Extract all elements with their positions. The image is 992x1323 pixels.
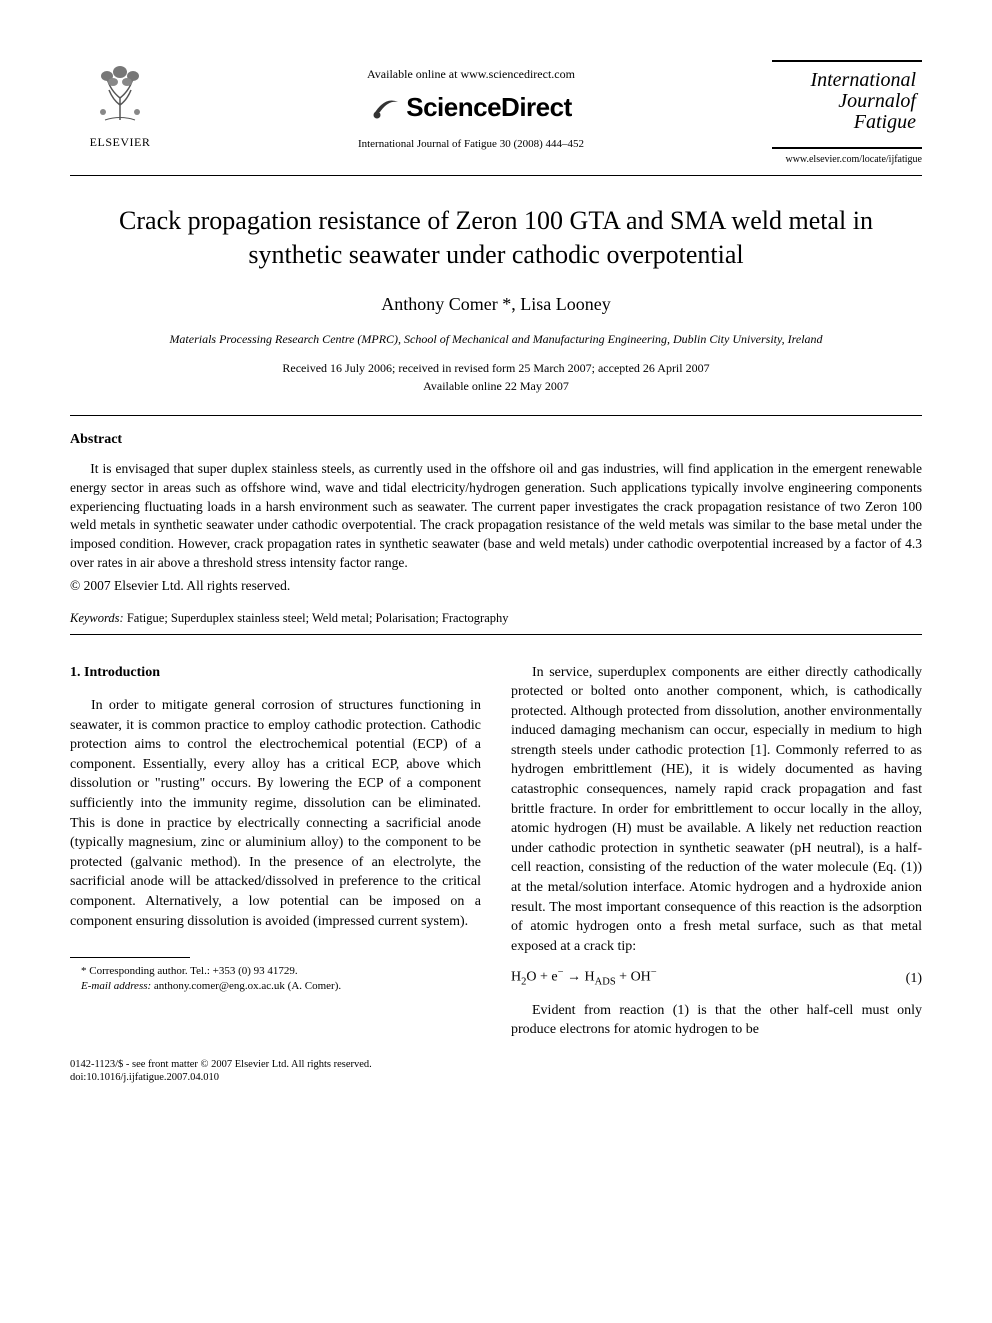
- right-column: In service, superduplex components are e…: [511, 663, 922, 1040]
- left-column: 1. Introduction In order to mitigate gen…: [70, 663, 481, 1040]
- abstract-copyright: © 2007 Elsevier Ltd. All rights reserved…: [70, 577, 922, 596]
- journal-box-line3: Fatigue: [778, 112, 916, 133]
- keywords-text: Fatigue; Superduplex stainless steel; We…: [124, 611, 509, 625]
- sciencedirect-icon: [370, 92, 400, 122]
- intro-para-2: In service, superduplex components are e…: [511, 663, 922, 957]
- equation-ref-1[interactable]: (1): [901, 860, 917, 875]
- two-column-body: 1. Introduction In order to mitigate gen…: [70, 663, 922, 1040]
- footer: 0142-1123/$ - see front matter © 2007 El…: [70, 1058, 922, 1085]
- journal-reference: International Journal of Fatigue 30 (200…: [170, 137, 772, 152]
- footnote-email[interactable]: anthony.comer@eng.ox.ac.uk: [151, 980, 288, 992]
- footer-line1: 0142-1123/$ - see front matter © 2007 El…: [70, 1058, 922, 1072]
- footnote-rule: [70, 957, 190, 958]
- dates-line2: Available online 22 May 2007: [70, 378, 922, 395]
- article-title: Crack propagation resistance of Zeron 10…: [70, 204, 922, 272]
- equation-ref-1b[interactable]: (1): [673, 1003, 689, 1018]
- elsevier-logo-block: ELSEVIER: [70, 60, 170, 151]
- rule-below-keywords: [70, 634, 922, 635]
- footer-line2: doi:10.1016/j.ijfatigue.2007.04.010: [70, 1071, 922, 1085]
- elsevier-label: ELSEVIER: [70, 134, 170, 151]
- authors: Anthony Comer *, Lisa Looney: [70, 292, 922, 317]
- abstract-text: It is envisaged that super duplex stainl…: [70, 460, 922, 573]
- para2-part-b: . Commonly referred to as hydrogen embri…: [511, 743, 922, 876]
- footnote-line2: E-mail address: anthony.comer@eng.ox.ac.…: [70, 979, 481, 993]
- intro-para-3: Evident from reaction (1) is that the ot…: [511, 1001, 922, 1040]
- equation-1-body: H2O + e− → HADS + OH−: [511, 966, 657, 990]
- rule-top: [70, 175, 922, 176]
- keywords-row: Keywords: Fatigue; Superduplex stainless…: [70, 610, 922, 628]
- journal-box-line2: Journalof: [778, 91, 916, 112]
- footnote-line1: * Corresponding author. Tel.: +353 (0) 9…: [70, 964, 481, 978]
- journal-url: www.elsevier.com/locate/ijfatigue: [772, 153, 922, 167]
- journal-box-wrapper: International Journalof Fatigue www.else…: [772, 60, 922, 167]
- header-row: ELSEVIER Available online at www.science…: [70, 60, 922, 167]
- citation-ref-1[interactable]: [1]: [751, 743, 767, 758]
- para3-part-a: Evident from reaction: [532, 1003, 673, 1018]
- footnote-email-label: E-mail address:: [81, 980, 151, 992]
- abstract-heading: Abstract: [70, 430, 922, 450]
- sciencedirect-text: ScienceDirect: [406, 89, 571, 125]
- equation-1-number: (1): [906, 969, 922, 989]
- keywords-label: Keywords:: [70, 611, 124, 625]
- rule-above-abstract: [70, 415, 922, 416]
- journal-title-box: International Journalof Fatigue: [772, 60, 922, 149]
- journal-box-line1: International: [778, 70, 916, 91]
- elsevier-tree-icon: [85, 60, 155, 130]
- dates-line1: Received 16 July 2006; received in revis…: [70, 360, 922, 377]
- equation-1-row: H2O + e− → HADS + OH− (1): [511, 966, 922, 990]
- sciencedirect-row: ScienceDirect: [170, 89, 772, 125]
- available-online-text: Available online at www.sciencedirect.co…: [170, 66, 772, 83]
- section-1-heading: 1. Introduction: [70, 663, 481, 683]
- intro-para-1: In order to mitigate general corrosion o…: [70, 696, 481, 931]
- footnote-email-tail: (A. Comer).: [288, 980, 341, 992]
- affiliation: Materials Processing Research Centre (MP…: [70, 331, 922, 348]
- center-header: Available online at www.sciencedirect.co…: [170, 60, 772, 157]
